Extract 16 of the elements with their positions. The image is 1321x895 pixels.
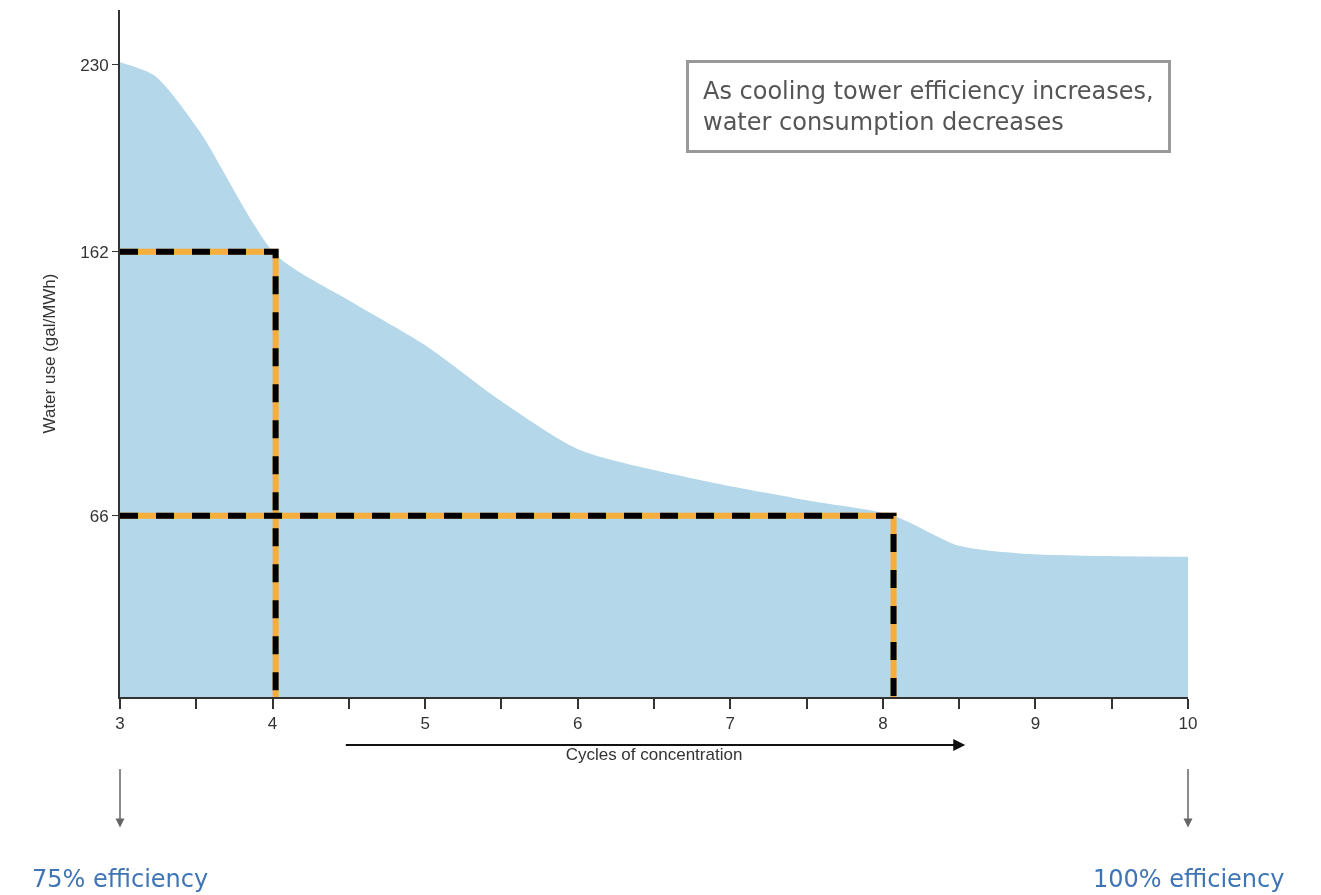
y-tick-label: 162	[80, 242, 109, 262]
x-tick-label: 7	[725, 714, 736, 734]
x-tick-label: 6	[572, 714, 583, 734]
annotation: As cooling tower efficiency increases, water consumption decreases	[703, 77, 1154, 137]
x-tick-label: 3	[115, 714, 125, 734]
x-tick-label: 5	[420, 714, 430, 734]
y-tick-label: 66	[89, 506, 109, 526]
x-tick-label: 9	[1030, 714, 1041, 734]
x-axis-title: Cycles of concentration	[565, 745, 743, 765]
x-tick-label: 4	[267, 714, 278, 734]
y-tick-label: 230	[80, 55, 109, 75]
text: 75% efficiency	[32, 865, 209, 893]
text: 100% efficiency	[1093, 865, 1285, 893]
y-axis-title: Water use (gal/MWh)	[40, 273, 60, 434]
x-tick-label: 10	[1178, 714, 1198, 734]
x-tick-label: 8	[878, 714, 888, 734]
